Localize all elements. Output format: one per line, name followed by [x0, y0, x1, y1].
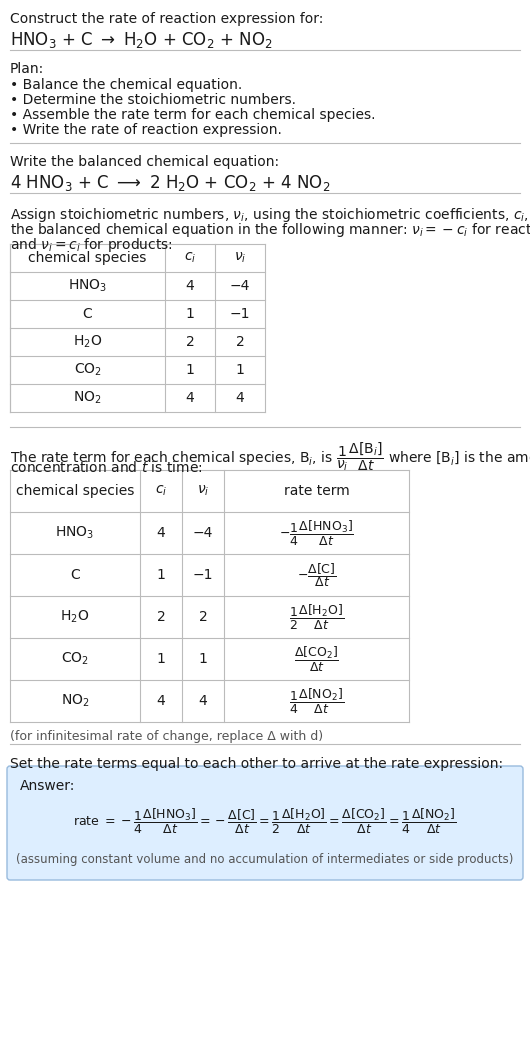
Text: $\mathrm{NO_2}$: $\mathrm{NO_2}$: [60, 692, 90, 709]
Text: chemical species: chemical species: [28, 251, 147, 265]
Text: 1: 1: [156, 568, 165, 582]
Text: Set the rate terms equal to each other to arrive at the rate expression:: Set the rate terms equal to each other t…: [10, 757, 503, 771]
Text: the balanced chemical equation in the following manner: $\nu_i = -c_i$ for react: the balanced chemical equation in the fo…: [10, 221, 530, 238]
Text: (for infinitesimal rate of change, replace Δ with d): (for infinitesimal rate of change, repla…: [10, 730, 323, 743]
Text: 1: 1: [156, 652, 165, 666]
Text: $\mathrm{H_2O}$: $\mathrm{H_2O}$: [73, 334, 102, 350]
Text: $\dfrac{1}{2}\dfrac{\Delta[\mathrm{H_2O}]}{\Delta t}$: $\dfrac{1}{2}\dfrac{\Delta[\mathrm{H_2O}…: [289, 602, 344, 632]
Text: $c_i$: $c_i$: [184, 251, 196, 266]
Text: 1: 1: [186, 306, 195, 321]
Text: $4\ \mathrm{HNO_3}$ + C $\longrightarrow$ $2\ \mathrm{H_2O}$ + $\mathrm{CO_2}$ +: $4\ \mathrm{HNO_3}$ + C $\longrightarrow…: [10, 173, 330, 194]
Text: Construct the rate of reaction expression for:: Construct the rate of reaction expressio…: [10, 12, 323, 26]
Text: concentration and $t$ is time:: concentration and $t$ is time:: [10, 460, 202, 475]
Text: 1: 1: [199, 652, 207, 666]
Text: $\mathrm{CO_2}$: $\mathrm{CO_2}$: [74, 362, 101, 379]
Text: rate $= -\dfrac{1}{4}\dfrac{\Delta[\mathrm{HNO_3}]}{\Delta t} = -\dfrac{\Delta[\: rate $= -\dfrac{1}{4}\dfrac{\Delta[\math…: [73, 806, 457, 836]
FancyBboxPatch shape: [7, 766, 523, 880]
Text: C: C: [70, 568, 80, 582]
Text: $c_i$: $c_i$: [155, 484, 167, 498]
Text: $\dfrac{1}{4}\dfrac{\Delta[\mathrm{NO_2}]}{\Delta t}$: $\dfrac{1}{4}\dfrac{\Delta[\mathrm{NO_2}…: [289, 686, 344, 715]
Text: 2: 2: [236, 335, 244, 349]
Text: Assign stoichiometric numbers, $\nu_i$, using the stoichiometric coefficients, $: Assign stoichiometric numbers, $\nu_i$, …: [10, 206, 530, 224]
Text: The rate term for each chemical species, B$_i$, is $\dfrac{1}{\nu_i}\dfrac{\Delt: The rate term for each chemical species,…: [10, 440, 530, 473]
Text: 2: 2: [186, 335, 195, 349]
Text: $\dfrac{\Delta[\mathrm{CO_2}]}{\Delta t}$: $\dfrac{\Delta[\mathrm{CO_2}]}{\Delta t}…: [294, 644, 339, 674]
Text: 4: 4: [157, 526, 165, 540]
Text: 1: 1: [186, 363, 195, 377]
Text: (assuming constant volume and no accumulation of intermediates or side products): (assuming constant volume and no accumul…: [16, 852, 514, 865]
Text: $-\dfrac{1}{4}\dfrac{\Delta[\mathrm{HNO_3}]}{\Delta t}$: $-\dfrac{1}{4}\dfrac{\Delta[\mathrm{HNO_…: [279, 519, 354, 547]
Text: • Determine the stoichiometric numbers.: • Determine the stoichiometric numbers.: [10, 93, 296, 107]
Text: $\mathrm{NO_2}$: $\mathrm{NO_2}$: [73, 390, 102, 406]
Text: $\mathrm{CO_2}$: $\mathrm{CO_2}$: [61, 651, 89, 667]
Text: 1: 1: [235, 363, 244, 377]
Text: $\mathrm{HNO_3}$: $\mathrm{HNO_3}$: [68, 278, 107, 294]
Text: $\mathrm{HNO_3}$: $\mathrm{HNO_3}$: [55, 525, 95, 541]
Text: 2: 2: [199, 610, 207, 624]
Text: 4: 4: [186, 279, 195, 293]
Text: and $\nu_i = c_i$ for products:: and $\nu_i = c_i$ for products:: [10, 236, 173, 254]
Text: −4: −4: [230, 279, 250, 293]
Text: −1: −1: [193, 568, 213, 582]
Text: • Assemble the rate term for each chemical species.: • Assemble the rate term for each chemic…: [10, 108, 375, 122]
Text: Answer:: Answer:: [20, 779, 75, 793]
Text: $\nu_i$: $\nu_i$: [197, 484, 209, 498]
Text: • Balance the chemical equation.: • Balance the chemical equation.: [10, 78, 242, 92]
Text: 4: 4: [236, 391, 244, 405]
Text: Write the balanced chemical equation:: Write the balanced chemical equation:: [10, 155, 279, 169]
Text: −4: −4: [193, 526, 213, 540]
Text: $\nu_i$: $\nu_i$: [234, 251, 246, 266]
Text: chemical species: chemical species: [16, 484, 134, 498]
Text: 2: 2: [157, 610, 165, 624]
Text: C: C: [83, 306, 92, 321]
Text: −1: −1: [229, 306, 250, 321]
Text: 4: 4: [186, 391, 195, 405]
Text: rate term: rate term: [284, 484, 349, 498]
Text: • Write the rate of reaction expression.: • Write the rate of reaction expression.: [10, 123, 282, 137]
Text: $\mathrm{H_2O}$: $\mathrm{H_2O}$: [60, 609, 90, 626]
Text: $\mathrm{HNO_3}$ + C $\rightarrow$ $\mathrm{H_2O}$ + $\mathrm{CO_2}$ + $\mathrm{: $\mathrm{HNO_3}$ + C $\rightarrow$ $\mat…: [10, 30, 272, 50]
Text: 4: 4: [157, 693, 165, 708]
Text: 4: 4: [199, 693, 207, 708]
Text: $-\dfrac{\Delta[\mathrm{C}]}{\Delta t}$: $-\dfrac{\Delta[\mathrm{C}]}{\Delta t}$: [297, 561, 336, 589]
Text: Plan:: Plan:: [10, 62, 44, 76]
